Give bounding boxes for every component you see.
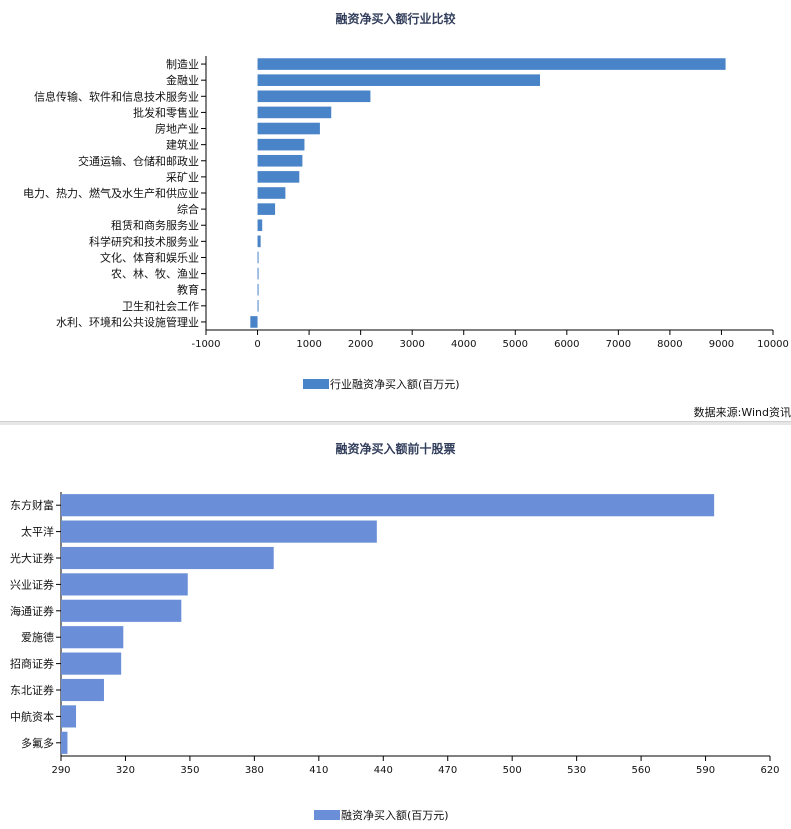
bar xyxy=(61,520,377,543)
y-tick-label: 兴业证券 xyxy=(10,577,54,591)
y-tick-label: 批发和零售业 xyxy=(133,105,199,119)
y-tick-label: 金融业 xyxy=(166,73,199,87)
x-tick-label: 620 xyxy=(760,765,779,776)
x-tick-label: 440 xyxy=(374,765,393,776)
industry-chart: -1000 0 1000 2000 3000 4000 5000 6000 7000 8000 90… xyxy=(23,56,789,391)
y-tick-label: 交通运输、仓储和邮政业 xyxy=(78,154,199,168)
x-tick-label: 10000 xyxy=(757,339,789,350)
x-tick-label: 6000 xyxy=(554,339,579,350)
x-tick-label: 410 xyxy=(309,765,328,776)
bar xyxy=(257,58,726,70)
legend-swatch xyxy=(314,810,340,820)
x-tick-label: 530 xyxy=(567,765,586,776)
x-tick-label: 2000 xyxy=(348,339,373,350)
y-tick-label: 海通证券 xyxy=(10,604,54,618)
y-tick-label: 电力、热力、燃气及水生产和供应业 xyxy=(23,186,199,200)
bar xyxy=(61,626,124,649)
bar xyxy=(61,599,182,622)
bar xyxy=(257,106,332,119)
y-tick-label: 卫生和社会工作 xyxy=(122,299,199,313)
y-tick-label: 信息传输、软件和信息技术服务业 xyxy=(34,89,199,103)
y-tick-label: 招商证券 xyxy=(10,657,54,671)
x-tick-label: 500 xyxy=(503,765,522,776)
y-tick-label: 中航资本 xyxy=(10,709,54,723)
x-tick-label: 350 xyxy=(180,765,199,776)
bar xyxy=(257,203,276,215)
bar xyxy=(257,187,286,199)
y-tick-label: 采矿业 xyxy=(166,171,199,184)
x-tick-label: 0 xyxy=(254,339,260,350)
bar xyxy=(61,573,188,596)
y-tick-label: 太平洋 xyxy=(21,525,54,539)
bar xyxy=(257,90,371,103)
x-tick-label: 470 xyxy=(438,765,457,776)
y-tick-label: 教育 xyxy=(177,283,199,297)
x-tick-label: 1000 xyxy=(296,339,321,350)
industry-chart-title: 融资净买入额行业比较 xyxy=(335,12,456,26)
x-tick-label: 590 xyxy=(696,765,715,776)
bar xyxy=(257,267,259,280)
legend-swatch xyxy=(303,379,329,389)
bar xyxy=(61,678,104,702)
x-tick-label: 7000 xyxy=(606,339,631,350)
y-tick-label: 光大证券 xyxy=(10,551,54,565)
bar xyxy=(257,138,305,151)
bar xyxy=(257,219,263,232)
legend-label: 行业融资净买入额(百万元) xyxy=(330,377,460,391)
y-tick-label: 制造业 xyxy=(166,57,199,71)
industry-chart-panel: 融资净买入额行业比较 -1000 0 1000 2000 3000 4000 5000 600… xyxy=(23,12,791,419)
bar xyxy=(250,316,258,328)
y-tick-label: 建筑业 xyxy=(166,138,199,152)
x-tick-label: 560 xyxy=(632,765,651,776)
bar xyxy=(61,494,715,517)
y-tick-label: 水利、环境和公共设施管理业 xyxy=(56,315,199,329)
bar xyxy=(257,300,259,312)
x-tick-label: 320 xyxy=(116,765,135,776)
bar xyxy=(61,705,77,728)
bar xyxy=(61,546,274,570)
y-tick-label: 科学研究和技术服务业 xyxy=(89,234,199,248)
legend-label: 融资净买入额(百万元) xyxy=(341,808,449,822)
data-source-note: 数据来源:Wind资讯 xyxy=(693,406,791,419)
y-tick-label: 综合 xyxy=(177,202,199,216)
bar xyxy=(61,731,68,754)
y-tick-label: 多氟多 xyxy=(21,736,54,750)
bar xyxy=(61,652,122,675)
y-tick-label: 租赁和商务服务业 xyxy=(111,218,199,232)
x-tick-label: 4000 xyxy=(451,339,476,350)
bar xyxy=(257,154,303,167)
bar xyxy=(257,74,541,86)
y-tick-label: 东北证券 xyxy=(10,683,54,697)
bar xyxy=(257,122,320,135)
bar xyxy=(257,251,259,264)
x-tick-label: 9000 xyxy=(709,339,734,350)
bar xyxy=(257,235,261,248)
stock-chart-title: 融资净买入额前十股票 xyxy=(335,442,456,456)
y-tick-label: 爱施德 xyxy=(21,630,54,644)
x-tick-label: -1000 xyxy=(191,339,220,350)
bar xyxy=(257,171,300,183)
stock-chart: 290 320 350 380 410 440 470 500 530 560 590 620 东方财富… xyxy=(10,492,780,822)
y-tick-label: 文化、体育和娱乐业 xyxy=(100,250,199,264)
panel-divider xyxy=(0,421,791,425)
y-tick-label: 农、林、牧、渔业 xyxy=(111,267,199,281)
x-tick-label: 290 xyxy=(51,765,70,776)
y-tick-label: 东方财富 xyxy=(10,498,54,512)
x-tick-label: 380 xyxy=(245,765,264,776)
x-tick-label: 8000 xyxy=(657,339,682,350)
bar xyxy=(257,283,259,296)
y-tick-label: 房地产业 xyxy=(155,122,199,136)
x-tick-label: 3000 xyxy=(399,339,424,350)
x-tick-label: 5000 xyxy=(503,339,528,350)
stock-chart-panel: 融资净买入额前十股票 290 320 350 380 410 440 470 500 530 56… xyxy=(0,425,791,825)
